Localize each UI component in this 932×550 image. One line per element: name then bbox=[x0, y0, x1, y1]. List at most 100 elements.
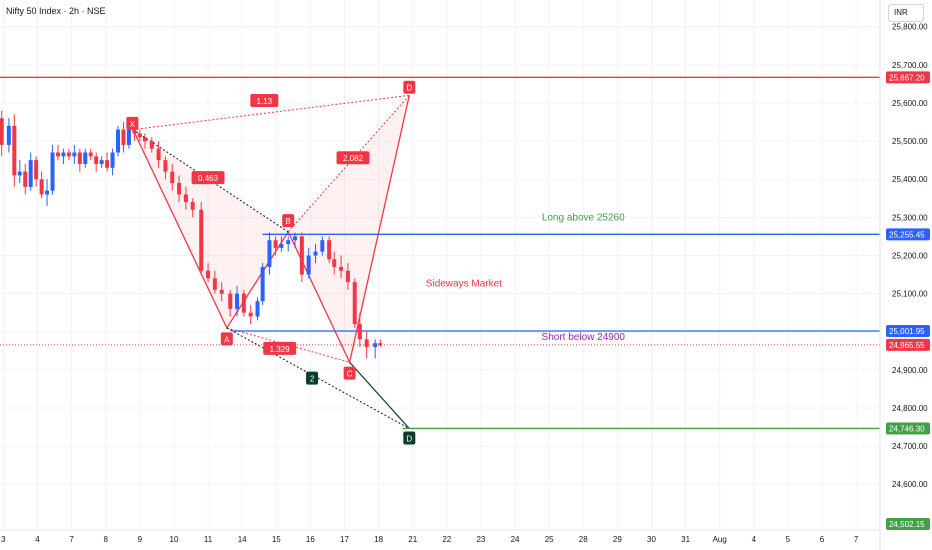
candle bbox=[149, 137, 154, 153]
ratio-label-text: 2.082 bbox=[343, 154, 364, 163]
candle-body bbox=[99, 160, 104, 164]
annotation-text: Long above 25260 bbox=[542, 212, 625, 223]
candle-body bbox=[12, 125, 17, 176]
candle bbox=[116, 125, 121, 157]
candle bbox=[137, 129, 142, 142]
candle bbox=[72, 144, 77, 164]
price-tag-bg bbox=[886, 324, 930, 337]
annotation-text: Sideways Market bbox=[426, 279, 502, 290]
time-tick-label: 9 bbox=[138, 535, 143, 544]
candle-body bbox=[39, 179, 44, 195]
price-tag-text: 24,965.55 bbox=[889, 341, 925, 350]
time-tick-label: 7 bbox=[854, 535, 859, 544]
candle-body bbox=[235, 293, 240, 309]
candle-body bbox=[306, 255, 311, 275]
candle-body bbox=[345, 270, 350, 283]
time-tick-label: 6 bbox=[820, 535, 825, 544]
candle bbox=[17, 160, 22, 184]
price-tag-text: 25,255.45 bbox=[889, 230, 925, 239]
candle bbox=[286, 236, 291, 252]
candle-body bbox=[357, 324, 362, 340]
candle-body bbox=[199, 209, 204, 271]
candle bbox=[345, 263, 350, 290]
candle bbox=[241, 289, 246, 317]
candle-body bbox=[352, 282, 357, 325]
candle-body bbox=[293, 236, 298, 241]
time-axis: 3 4 7 8 9 10 11 14 15 16 17 18 21 22 23 24 25 28 29 30 31 Aug… bbox=[0, 529, 880, 544]
candle-body bbox=[142, 137, 147, 142]
candle bbox=[45, 179, 50, 206]
price-tag-bg bbox=[886, 338, 930, 351]
candle bbox=[190, 198, 195, 218]
candle-body bbox=[339, 266, 344, 271]
level-price-tag: 25,255.45 bbox=[886, 228, 930, 241]
candle bbox=[0, 110, 4, 157]
candlesticks bbox=[0, 110, 383, 359]
price-tick-label: 25,400.00 bbox=[892, 175, 928, 184]
time-tick-label: 14 bbox=[238, 535, 247, 544]
pattern-point-label: B bbox=[282, 214, 295, 228]
price-tick-label: 25,800.00 bbox=[892, 23, 928, 32]
candle-body bbox=[177, 183, 182, 195]
candle bbox=[94, 152, 99, 172]
current-price-tag: 24,965.55 bbox=[886, 338, 930, 351]
candle bbox=[105, 152, 110, 172]
ratio-label-bg bbox=[191, 171, 225, 185]
candle bbox=[248, 305, 253, 325]
candle-body bbox=[110, 152, 115, 168]
candle bbox=[206, 263, 211, 283]
price-tag-bg bbox=[886, 518, 930, 530]
pattern-point-bg bbox=[126, 116, 139, 130]
price-tick-label: 24,700.00 bbox=[892, 442, 928, 451]
pattern-point-label: 2 bbox=[306, 371, 319, 385]
candle bbox=[170, 163, 175, 191]
candle bbox=[260, 263, 265, 306]
price-tick-label: 25,500.00 bbox=[892, 137, 928, 146]
time-tick-label: 30 bbox=[647, 535, 656, 544]
candle bbox=[313, 244, 318, 264]
level-price-tag: 25,001.95 bbox=[886, 324, 930, 337]
candle bbox=[199, 202, 204, 275]
candle bbox=[110, 148, 115, 176]
time-tick-label: 22 bbox=[442, 535, 451, 544]
candle-body bbox=[212, 278, 217, 290]
pattern-point-bg bbox=[220, 332, 233, 346]
candle bbox=[88, 148, 93, 161]
candle bbox=[235, 285, 240, 317]
ratio-label-text: 0.463 bbox=[198, 174, 219, 183]
candle-body bbox=[23, 171, 28, 187]
pattern-point-label: A bbox=[220, 332, 233, 346]
candle-body bbox=[248, 312, 253, 317]
price-tag-bg bbox=[886, 422, 930, 435]
candle-body bbox=[132, 129, 137, 134]
time-tick-label: 29 bbox=[613, 535, 622, 544]
ratio-label: 0.463 bbox=[191, 171, 225, 185]
candle-body bbox=[279, 244, 284, 248]
candle bbox=[279, 236, 284, 252]
currency-selector[interactable]: INR bbox=[888, 4, 924, 22]
price-tag-bg bbox=[886, 228, 930, 241]
pattern-point-text: D bbox=[406, 84, 412, 93]
candle bbox=[83, 148, 88, 168]
candle bbox=[61, 148, 66, 164]
candle bbox=[339, 255, 344, 279]
candle-body bbox=[332, 259, 337, 267]
candle-body bbox=[83, 152, 88, 164]
candle-body bbox=[0, 118, 4, 145]
pattern-point-label: D bbox=[403, 431, 416, 445]
pattern-point-text: B bbox=[286, 217, 291, 226]
candle-body bbox=[105, 160, 110, 168]
candle-body bbox=[28, 160, 33, 187]
xd-dotted bbox=[132, 94, 410, 131]
candle bbox=[163, 156, 168, 180]
ratio-label: 1.329 bbox=[263, 341, 297, 355]
candle-body bbox=[17, 171, 22, 176]
candle bbox=[28, 152, 33, 191]
pattern-point-text: D bbox=[406, 434, 412, 443]
pattern-fill-xab bbox=[133, 129, 289, 328]
ratio-label-bg bbox=[263, 341, 297, 355]
price-tick-label: 25,200.00 bbox=[892, 251, 928, 260]
time-tick-label: 4 bbox=[752, 535, 757, 544]
candle-body bbox=[34, 160, 39, 180]
